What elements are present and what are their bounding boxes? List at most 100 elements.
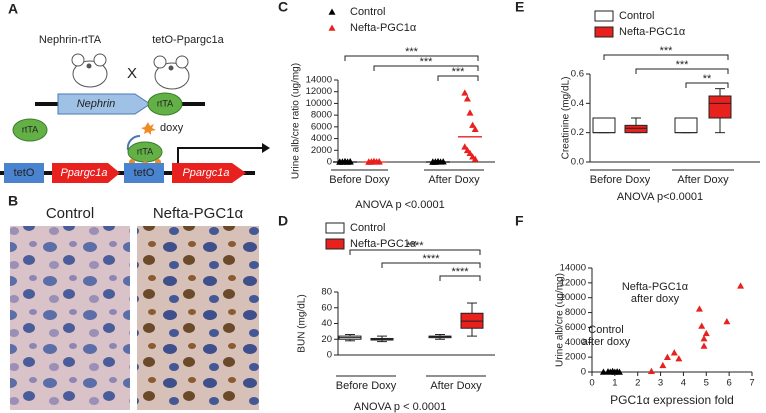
promoter: [57, 93, 151, 115]
x-group-label: Before Doxy: [590, 174, 651, 186]
operator: [4, 163, 44, 183]
data-point: [700, 335, 708, 342]
y-tick-label: 8000: [565, 307, 586, 318]
data-point: [466, 109, 474, 116]
legend-marker: [328, 24, 336, 31]
diagram-label: Ppargc1a: [182, 167, 229, 179]
data-point: [659, 361, 667, 369]
data-point: [471, 155, 479, 162]
data-point: [439, 158, 447, 165]
panel-label: B: [8, 193, 18, 209]
data-point: [700, 342, 708, 349]
diagram-label: Nephrin: [77, 98, 116, 110]
panel-label: E: [515, 0, 524, 15]
data-point: [723, 317, 731, 325]
legend-label: Nefta-PGC1α: [619, 26, 686, 38]
y-tick-label: 0: [327, 157, 332, 168]
image-label: Nefta-PGC1α: [153, 205, 244, 222]
x-tick-label: 6: [726, 378, 731, 389]
y-tick-label: 80: [321, 287, 332, 298]
y-tick-label: 14000: [560, 263, 586, 274]
y-tick-label: 4000: [311, 133, 332, 144]
data-point: [737, 282, 745, 289]
y-tick-label: 4000: [565, 337, 586, 348]
data-point: [670, 349, 678, 356]
diagram-label: tetO-Ppargc1a: [152, 34, 224, 46]
significance-label: ***: [676, 59, 690, 71]
y-tick-label: 6000: [565, 322, 586, 333]
box: [624, 124, 648, 134]
diagram-label: rtTA: [157, 98, 173, 108]
protein: [147, 92, 183, 116]
x-tick-label: 4: [681, 378, 686, 389]
y-tick-label: 0.2: [571, 127, 584, 138]
x-group-label: After Doxy: [677, 174, 729, 186]
data-point: [695, 305, 703, 312]
y-tick-label: 0: [581, 367, 586, 378]
annotation: after doxy: [631, 293, 680, 305]
y-tick-label: 12000: [306, 86, 332, 97]
diagram-label: tetO: [134, 167, 155, 179]
y-tick-label: 0.4: [571, 98, 584, 109]
x-tick-label: 2: [635, 378, 640, 389]
y-tick-label: 40: [321, 318, 332, 329]
significance-bracket: [344, 55, 479, 61]
mouse-icon: [71, 53, 190, 90]
data-point: [434, 158, 442, 165]
y-tick-label: 6000: [311, 121, 332, 132]
diagram-label: rtTA: [137, 146, 153, 156]
data-point: [702, 329, 710, 337]
data-point: [663, 353, 671, 360]
x-tick-label: 1: [612, 378, 617, 389]
y-tick-label: 0.6: [571, 69, 584, 80]
diagram-label: Ppargc1a: [60, 167, 107, 179]
significance-label: ***: [660, 45, 674, 57]
note: ANOVA p<0.0001: [617, 191, 703, 203]
box: [674, 117, 698, 134]
y-axis-label: Creatinine (mg/dL): [561, 77, 572, 160]
y-axis-label: Urine alb/cre (ug/mg): [555, 273, 566, 367]
panel-label: C: [278, 0, 288, 15]
y-tick-label: 20: [321, 334, 332, 345]
image-label: Control: [46, 205, 94, 222]
diagram-label: rtTA: [22, 124, 38, 134]
x-group-label: Before Doxy: [329, 174, 390, 186]
significance-bracket: [439, 275, 481, 281]
data-point: [675, 355, 683, 362]
x-tick-label: 0: [589, 378, 594, 389]
significance-bracket: [381, 262, 481, 268]
data-point: [461, 143, 469, 150]
significance-bracket: [373, 65, 479, 71]
x-group-label: Before Doxy: [336, 380, 397, 392]
diagram-label: tetO: [14, 167, 35, 179]
y-tick-label: 10000: [306, 98, 332, 109]
x-tick-label: 3: [658, 378, 663, 389]
diagram-label: X: [127, 65, 137, 82]
data-point: [461, 89, 469, 96]
data-point: [647, 367, 655, 375]
y-axis-label: BUN (mg/dL): [297, 294, 308, 352]
annotation: Control: [588, 324, 623, 336]
protein: [12, 118, 48, 142]
note: ANOVA p < 0.0001: [354, 401, 446, 413]
data-point: [463, 95, 471, 102]
significance-label: ****: [406, 240, 424, 252]
box: [708, 95, 732, 119]
significance-label: **: [703, 73, 712, 85]
gene: [52, 163, 120, 183]
legend-marker: [325, 222, 345, 234]
x-group-label: After Doxy: [428, 174, 480, 186]
note: ANOVA p <0.0001: [355, 199, 444, 211]
legend-label: Control: [350, 6, 385, 18]
micrograph: [10, 226, 130, 410]
panel-label: F: [515, 213, 524, 229]
legend-label: Control: [350, 222, 385, 234]
x-axis-label: PGC1α expression fold: [610, 393, 734, 407]
legend-marker: [594, 10, 614, 22]
operator: [124, 163, 164, 183]
arrow: [177, 147, 262, 163]
gene: [172, 163, 246, 183]
y-tick-label: 0.0: [571, 157, 584, 168]
y-tick-label: 14000: [306, 75, 332, 86]
